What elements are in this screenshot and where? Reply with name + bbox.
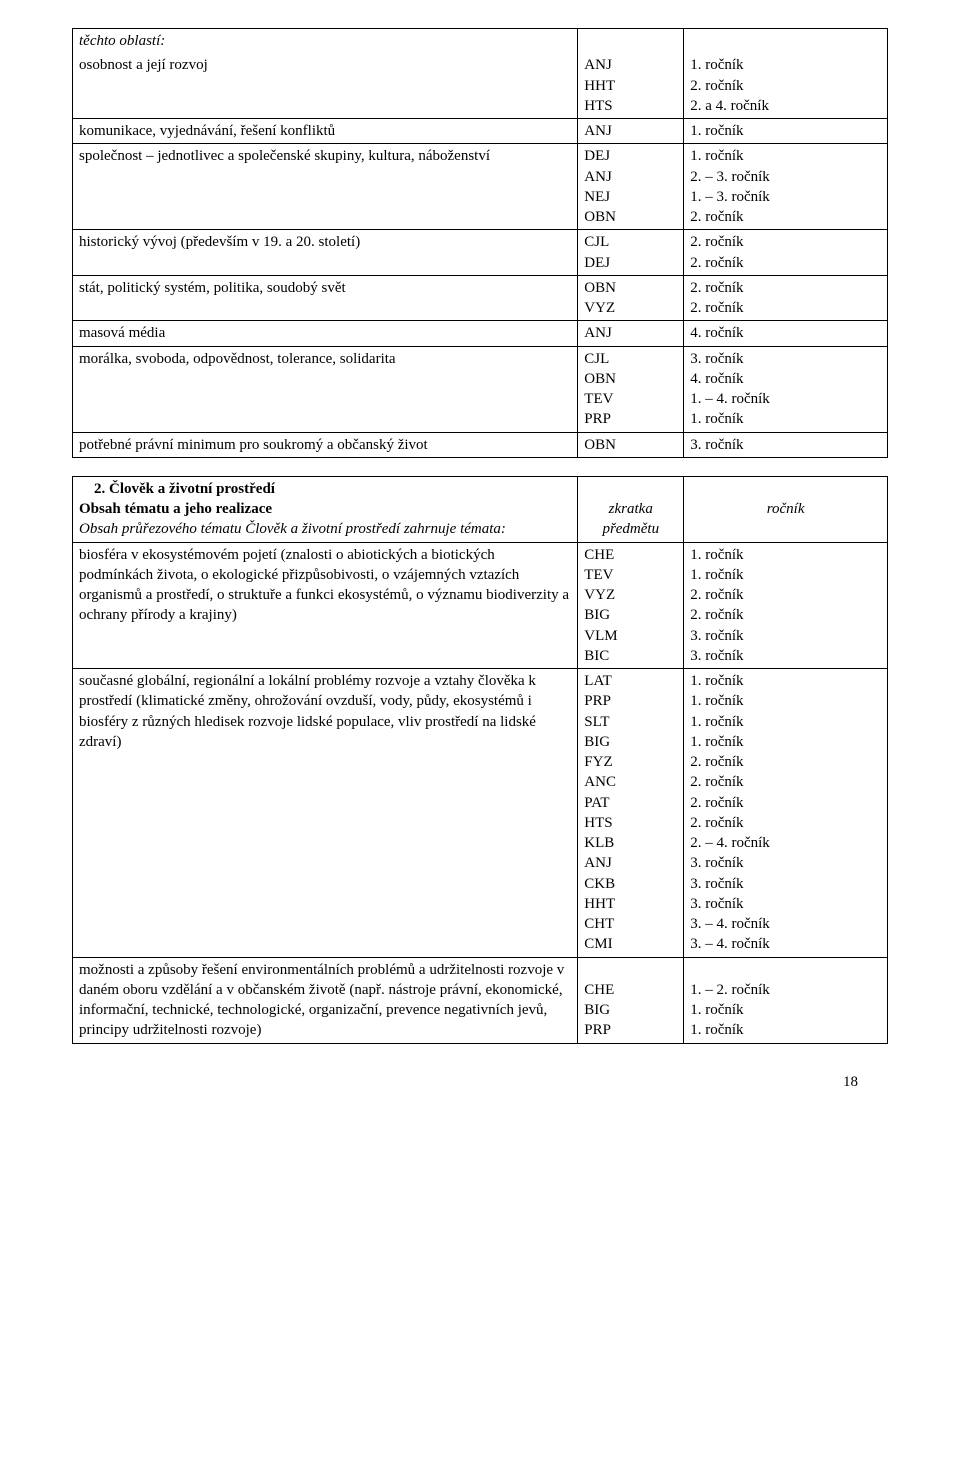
cell-right: 2. ročník 2. ročník [684,230,888,276]
cell-right: 1. – 2. ročník 1. ročník 1. ročník [684,957,888,1043]
cell-mid: OBN [578,432,684,457]
cell-right: ročník [684,476,888,542]
cell-left: masová média [73,321,578,346]
cell-mid: CJL OBN TEV PRP [578,346,684,432]
cell-mid: CHE BIG PRP [578,957,684,1043]
cell-left: společnost – jednotlivec a společenské s… [73,144,578,230]
cell-right: 4. ročník [684,321,888,346]
cell-right: 2. ročník 2. ročník [684,275,888,321]
cell-mid: ANJ [578,321,684,346]
cell-mid: OBN VYZ [578,275,684,321]
table-row: možnosti a způsoby řešení environmentáln… [73,957,888,1043]
cell-right: 1. ročník 1. ročník 2. ročník 2. ročník … [684,542,888,669]
cell-right: 3. ročník 4. ročník 1. – 4. ročník 1. ro… [684,346,888,432]
table-row: potřebné právní minimum pro soukromý a o… [73,432,888,457]
table-row: komunikace, vyjednávání, řešení konflikt… [73,119,888,144]
cell-mid: CJL DEJ [578,230,684,276]
cell-right: 1. ročník 2. ročník 2. a 4. ročník [684,53,888,118]
table-2: 2. Člověk a životní prostředíObsah témat… [72,476,888,1044]
cell-right: 1. ročník [684,119,888,144]
cell-left: komunikace, vyjednávání, řešení konflikt… [73,119,578,144]
cell-mid [578,29,684,54]
cell-left: potřebné právní minimum pro soukromý a o… [73,432,578,457]
table-row: těchto oblastí: [73,29,888,54]
table-row: osobnost a její rozvojANJ HHT HTS1. ročn… [73,53,888,118]
cell-left: historický vývoj (především v 19. a 20. … [73,230,578,276]
cell-mid: ANJ [578,119,684,144]
cell-mid: DEJ ANJ NEJ OBN [578,144,684,230]
cell-left: osobnost a její rozvoj [73,53,578,118]
cell-left: biosféra v ekosystémovém pojetí (znalost… [73,542,578,669]
cell-right: 1. ročník 2. – 3. ročník 1. – 3. ročník … [684,144,888,230]
page-number: 18 [72,1044,888,1091]
cell-right: 3. ročník [684,432,888,457]
table-row: 2. Člověk a životní prostředíObsah témat… [73,476,888,542]
cell-left: současné globální, regionální a lokální … [73,669,578,958]
table-1: těchto oblastí:osobnost a její rozvojANJ… [72,28,888,458]
cell-mid: zkratkapředmětu [578,476,684,542]
table-row: masová médiaANJ4. ročník [73,321,888,346]
table-row: společnost – jednotlivec a společenské s… [73,144,888,230]
cell-mid: ANJ HHT HTS [578,53,684,118]
table-row: stát, politický systém, politika, soudob… [73,275,888,321]
table-row: historický vývoj (především v 19. a 20. … [73,230,888,276]
cell-left: morálka, svoboda, odpovědnost, tolerance… [73,346,578,432]
table-row: současné globální, regionální a lokální … [73,669,888,958]
cell-left: možnosti a způsoby řešení environmentáln… [73,957,578,1043]
cell-left: 2. Člověk a životní prostředíObsah témat… [73,476,578,542]
cell-left: stát, politický systém, politika, soudob… [73,275,578,321]
table-row: biosféra v ekosystémovém pojetí (znalost… [73,542,888,669]
cell-mid: CHE TEV VYZ BIG VLM BIC [578,542,684,669]
page: těchto oblastí:osobnost a její rozvojANJ… [0,0,960,1119]
cell-left: těchto oblastí: [73,29,578,54]
cell-right [684,29,888,54]
spacer [72,458,888,476]
cell-right: 1. ročník 1. ročník 1. ročník 1. ročník … [684,669,888,958]
cell-mid: LAT PRP SLT BIG FYZ ANC PAT HTS KLB ANJ … [578,669,684,958]
table-row: morálka, svoboda, odpovědnost, tolerance… [73,346,888,432]
